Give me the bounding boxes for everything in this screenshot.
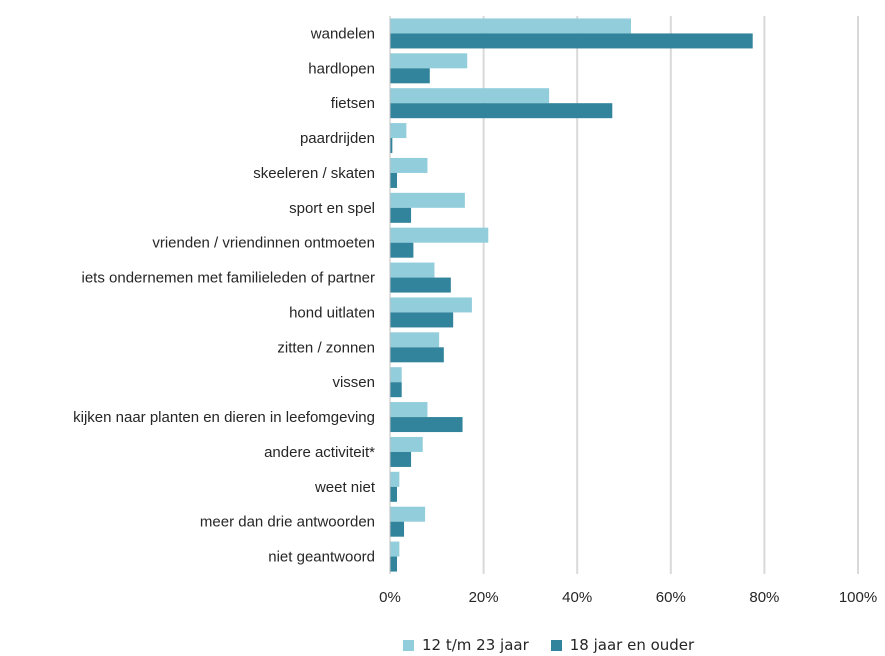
bar-series-2 — [390, 451, 412, 467]
bar-series-1 — [390, 227, 489, 243]
legend-swatch-series-2 — [550, 639, 562, 651]
x-tick-label: 80% — [749, 589, 779, 606]
category-label: andere activiteit* — [264, 444, 375, 461]
bar-series-2 — [390, 382, 402, 398]
bar-series-1 — [390, 436, 423, 452]
bar-series-2 — [390, 68, 430, 84]
bar-series-1 — [390, 471, 400, 487]
category-label: zitten / zonnen — [277, 339, 375, 356]
legend-swatch-series-1 — [403, 639, 414, 651]
legend-item-series-2: 18 jaar en ouder — [550, 636, 695, 654]
category-label: hond uitlaten — [289, 304, 375, 321]
bar-series-2 — [390, 33, 753, 49]
category-label: hardlopen — [308, 60, 375, 77]
bar-series-2 — [390, 172, 398, 188]
bar-series-1 — [390, 18, 632, 34]
legend-item-series-1: 12 t/m 23 jaar — [403, 636, 529, 654]
category-label: paardrijden — [300, 130, 375, 147]
category-label: kijken naar planten en dieren in leefomg… — [73, 409, 375, 426]
legend-label-series-2: 18 jaar en ouder — [569, 636, 695, 654]
legend: 12 t/m 23 jaar 18 jaar en ouder — [403, 636, 694, 654]
bar-series-2 — [390, 277, 451, 293]
x-tick-label: 60% — [656, 589, 686, 606]
category-label: sport en spel — [289, 200, 375, 217]
x-tick-label: 20% — [469, 589, 499, 606]
category-label: vrienden / vriendinnen ontmoeten — [152, 235, 375, 252]
bar-series-2 — [390, 242, 414, 258]
bar-series-1 — [390, 541, 400, 557]
bar-series-2 — [390, 138, 393, 154]
bars — [390, 18, 753, 572]
bar-series-1 — [390, 157, 428, 173]
category-label: skeeleren / skaten — [253, 165, 375, 182]
bar-series-2 — [390, 417, 463, 433]
bar-series-1 — [390, 506, 426, 522]
bar-series-1 — [390, 88, 550, 104]
bar-series-1 — [390, 262, 435, 278]
bar-series-2 — [390, 103, 613, 119]
category-labels: wandelen hardlopen fietsen paardrijden skeel… — [73, 25, 376, 565]
x-tick-labels: 0% 20% 40% 60% 80% 100% — [379, 589, 877, 606]
category-label: iets ondernemen met familieleden of part… — [82, 270, 376, 287]
x-tick-label: 40% — [562, 589, 592, 606]
bar-series-2 — [390, 521, 405, 537]
bar-series-2 — [390, 312, 454, 328]
bar-series-1 — [390, 53, 468, 69]
bar-series-2 — [390, 556, 398, 572]
bar-series-2 — [390, 207, 412, 223]
category-label: niet geantwoord — [268, 549, 375, 566]
bar-series-1 — [390, 297, 472, 313]
category-label: fietsen — [331, 95, 375, 112]
bar-series-1 — [390, 123, 407, 139]
category-label: weet niet — [314, 479, 376, 496]
category-label: wandelen — [310, 25, 375, 42]
category-label: vissen — [332, 374, 375, 391]
bar-series-1 — [390, 192, 465, 208]
bar-series-2 — [390, 486, 398, 502]
legend-label-series-1: 12 t/m 23 jaar — [422, 636, 529, 654]
bar-series-1 — [390, 332, 440, 348]
x-tick-label: 0% — [379, 589, 401, 606]
bar-series-1 — [390, 367, 402, 383]
bar-series-2 — [390, 347, 444, 363]
category-label: meer dan drie antwoorden — [200, 514, 375, 531]
bar-series-1 — [390, 402, 428, 418]
x-tick-label: 100% — [839, 589, 877, 606]
